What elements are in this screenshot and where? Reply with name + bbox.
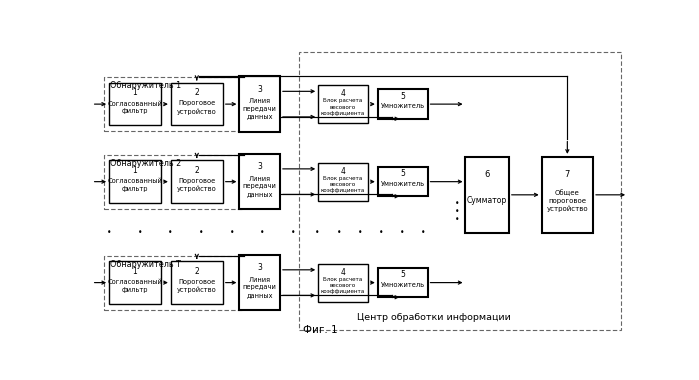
Text: 4: 4 <box>340 167 345 176</box>
Text: Пороговое
устройство: Пороговое устройство <box>177 279 217 293</box>
Text: Умножитель: Умножитель <box>380 282 425 288</box>
Text: Сумматор: Сумматор <box>467 196 507 206</box>
Text: 4: 4 <box>340 268 345 277</box>
Text: 1: 1 <box>133 166 138 175</box>
Text: 2: 2 <box>194 88 199 97</box>
Bar <box>103 77 245 131</box>
Text: •: • <box>379 228 383 237</box>
Bar <box>109 160 161 203</box>
Text: 7: 7 <box>565 170 570 179</box>
Text: •: • <box>168 228 173 237</box>
Bar <box>318 163 368 201</box>
Text: 6: 6 <box>484 170 490 179</box>
Bar <box>318 85 368 123</box>
Text: Блок расчета
весового
коэффициента: Блок расчета весового коэффициента <box>321 98 365 116</box>
Text: Умножитель: Умножитель <box>380 181 425 187</box>
Text: Согласованный
фильтр: Согласованный фильтр <box>108 279 162 293</box>
Text: •: • <box>315 228 320 237</box>
Bar <box>171 160 223 203</box>
Text: Пороговое
устройство: Пороговое устройство <box>177 100 217 115</box>
Bar <box>239 255 280 310</box>
Bar <box>239 154 280 209</box>
Text: •: • <box>455 207 460 216</box>
Text: Фиг. 1: Фиг. 1 <box>303 325 338 335</box>
Text: •: • <box>455 200 460 209</box>
Text: 3: 3 <box>257 85 262 93</box>
Text: Общее
пороговое
устройство: Общее пороговое устройство <box>547 190 588 212</box>
Text: •: • <box>138 228 142 237</box>
Text: •: • <box>260 228 265 237</box>
Text: 5: 5 <box>401 169 405 178</box>
Bar <box>377 90 428 119</box>
Text: Обнаружитель 1: Обнаружитель 1 <box>110 81 181 90</box>
Text: 1: 1 <box>133 267 138 276</box>
Text: 3: 3 <box>257 263 262 272</box>
Bar <box>542 157 593 233</box>
Text: •: • <box>291 228 296 237</box>
Text: •: • <box>229 228 234 237</box>
Bar <box>103 155 245 209</box>
Bar <box>239 76 280 132</box>
Bar <box>171 261 223 304</box>
Text: •: • <box>336 228 341 237</box>
Text: 1: 1 <box>133 88 138 97</box>
Bar <box>171 83 223 125</box>
Text: Пороговое
устройство: Пороговое устройство <box>177 178 217 192</box>
Bar <box>109 261 161 304</box>
Text: •: • <box>199 228 203 237</box>
Text: 5: 5 <box>401 92 405 101</box>
Text: 5: 5 <box>401 270 405 279</box>
Text: 2: 2 <box>194 166 199 175</box>
Text: Центр обработки информации: Центр обработки информации <box>357 313 511 322</box>
Bar <box>298 52 621 330</box>
Bar <box>318 264 368 302</box>
Bar <box>103 255 245 310</box>
Text: Обнаружитель 2: Обнаружитель 2 <box>110 159 181 168</box>
Text: 3: 3 <box>257 162 262 171</box>
Bar <box>466 157 509 233</box>
Text: Умножитель: Умножитель <box>380 103 425 109</box>
Text: •: • <box>421 228 426 237</box>
Text: Согласованный
фильтр: Согласованный фильтр <box>108 101 162 114</box>
Bar <box>109 83 161 125</box>
Text: Линия
передачи
данных: Линия передачи данных <box>243 277 277 298</box>
Text: •: • <box>400 228 404 237</box>
Text: •: • <box>107 228 111 237</box>
Text: Обнаружитель T: Обнаружитель T <box>110 260 181 269</box>
Text: Согласованный
фильтр: Согласованный фильтр <box>108 178 162 192</box>
Text: 4: 4 <box>340 89 345 98</box>
Bar <box>377 167 428 196</box>
Text: •: • <box>358 228 362 237</box>
Text: Линия
передачи
данных: Линия передачи данных <box>243 98 277 119</box>
Text: 2: 2 <box>194 267 199 276</box>
Text: Блок расчета
весового
коэффициента: Блок расчета весового коэффициента <box>321 277 365 294</box>
Text: Линия
передачи
данных: Линия передачи данных <box>243 176 277 196</box>
Bar <box>377 268 428 297</box>
Text: Блок расчета
весового
коэффициента: Блок расчета весового коэффициента <box>321 176 365 193</box>
Text: •: • <box>455 215 460 224</box>
